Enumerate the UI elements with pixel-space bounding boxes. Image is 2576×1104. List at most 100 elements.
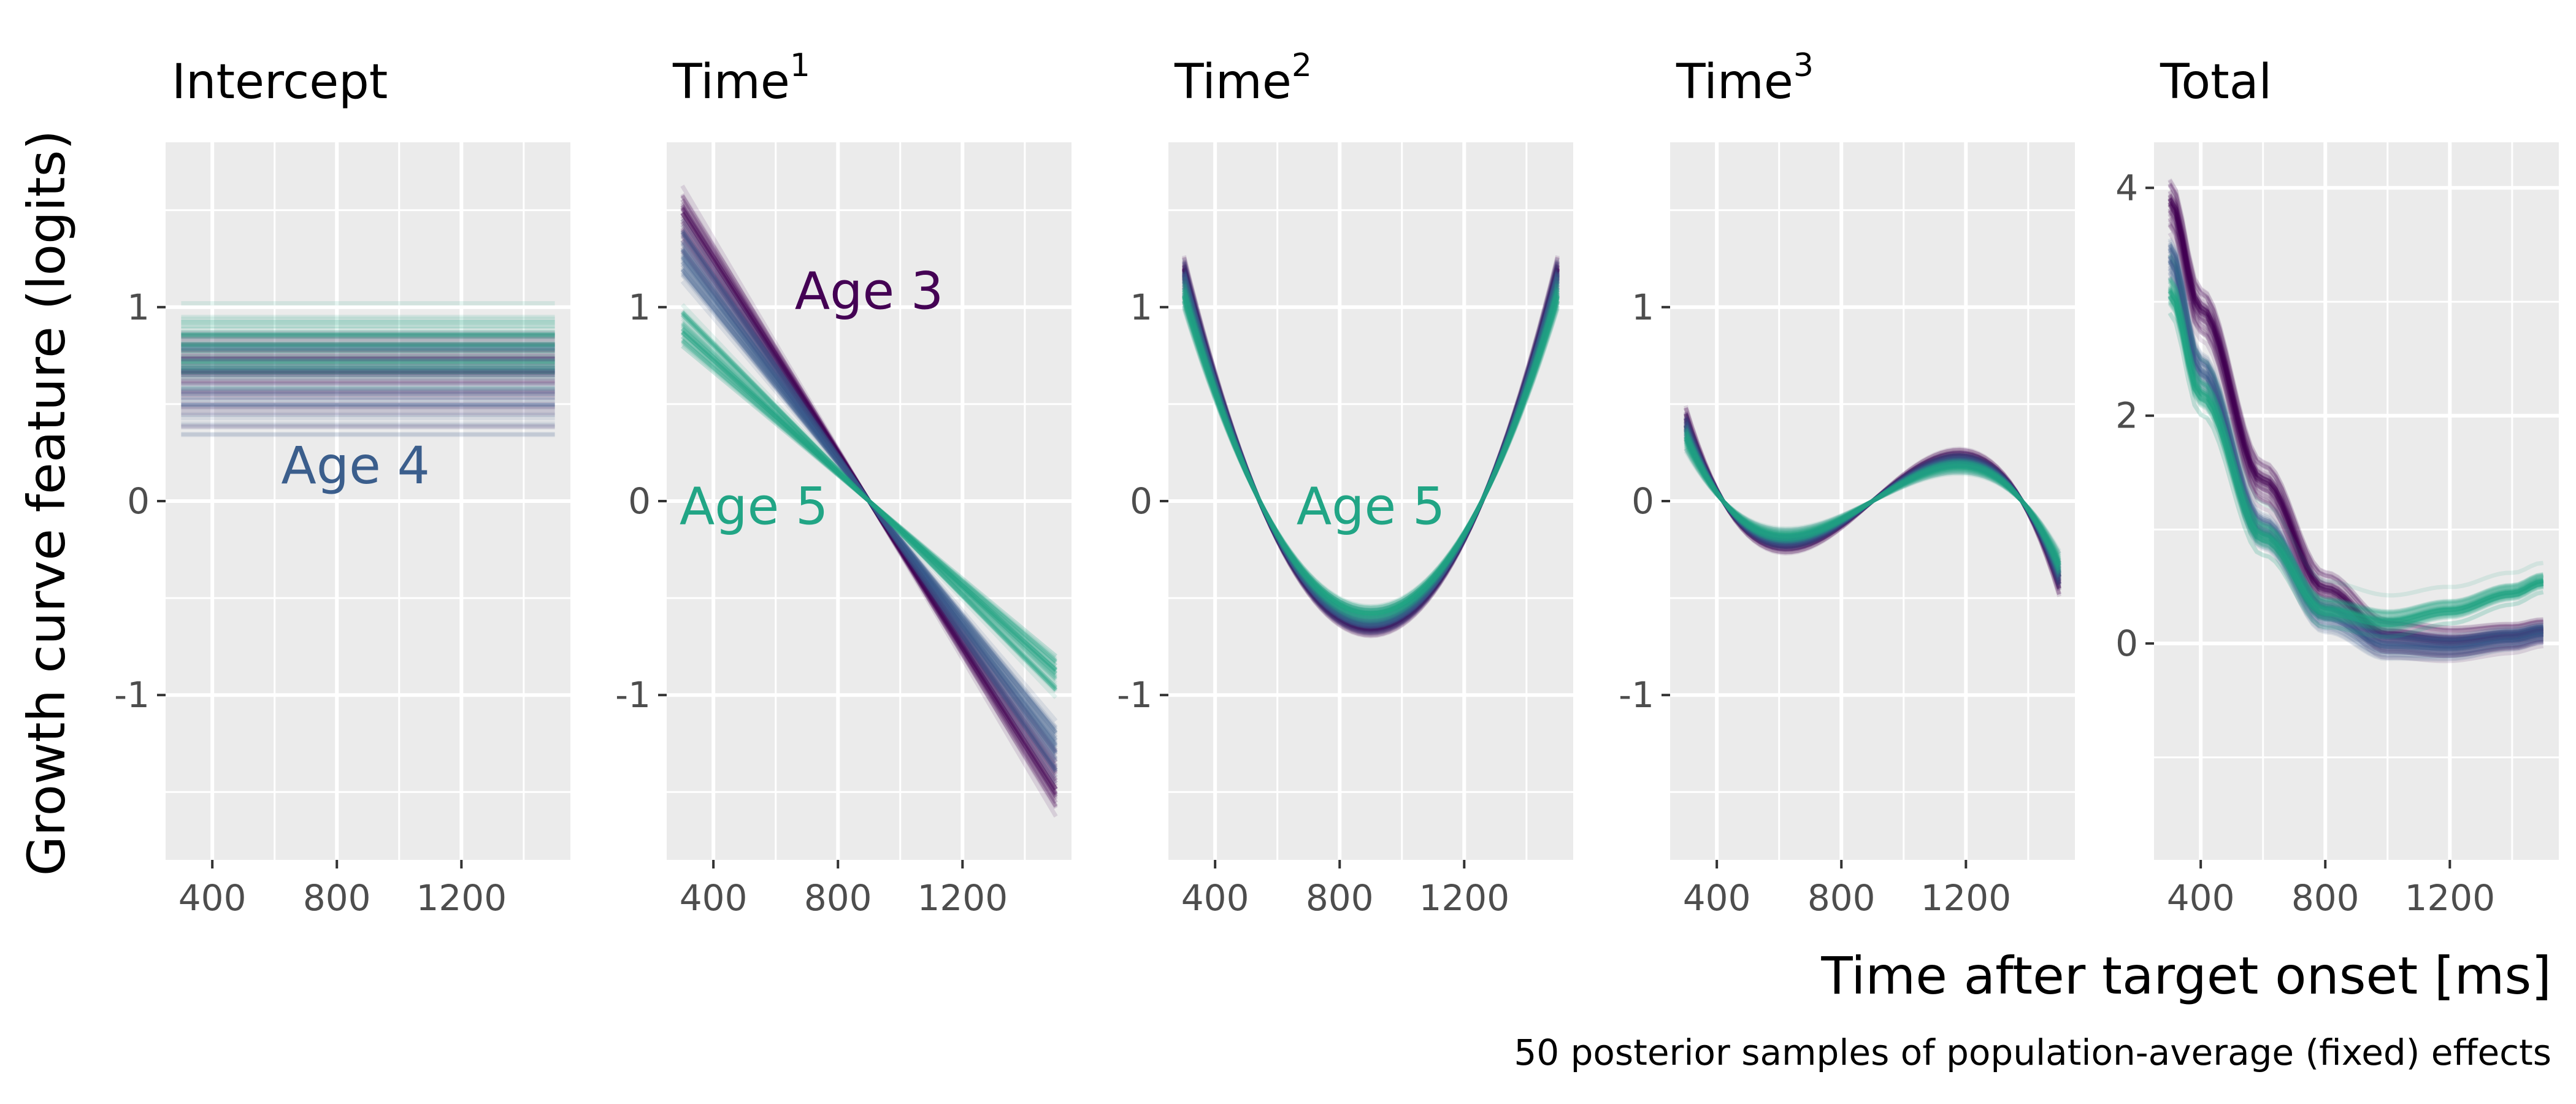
sample-line: [1684, 438, 2061, 564]
sample-line: [1182, 272, 1560, 629]
sample-line: [1182, 261, 1560, 635]
sample-line: [2168, 302, 2544, 632]
sample-line: [681, 339, 1057, 663]
sample-line: [681, 338, 1057, 664]
sample-line: [681, 332, 1057, 670]
sample-line: [2168, 250, 2543, 645]
sample-line: [2168, 277, 2544, 615]
sample-line: [2168, 194, 2543, 640]
sample-line: [2168, 247, 2543, 643]
sample-line: [681, 330, 1057, 672]
sample-line: [680, 212, 1058, 791]
sample-line: [1684, 424, 2061, 578]
sample-line: [2168, 290, 2544, 624]
sample-line: [2168, 247, 2543, 643]
sample-line: [1182, 267, 1560, 632]
x-tick-label: 1200: [2405, 877, 2496, 919]
sample-line: [1684, 421, 2061, 581]
sample-line: [2168, 289, 2544, 624]
sample-line: [1684, 429, 2061, 573]
sample-line: [681, 324, 1057, 678]
sample-line: [1684, 424, 2061, 578]
sample-line: [2168, 275, 2543, 661]
sample-line: [680, 226, 1058, 776]
sample-line: [1182, 274, 1560, 628]
series-age4: [2168, 237, 2544, 662]
sample-line: [680, 194, 1058, 808]
sample-line: [2168, 183, 2543, 634]
sample-line: [1182, 287, 1560, 621]
sample-line: [2168, 261, 2543, 653]
x-tick-label: 1200: [1921, 877, 2012, 919]
sample-line: [2168, 203, 2543, 646]
series-age4: [680, 218, 1058, 784]
sample-line: [680, 241, 1058, 761]
sample-line: [680, 204, 1058, 799]
sample-line: [681, 326, 1057, 676]
sample-line: [680, 246, 1058, 756]
sample-line: [1182, 264, 1560, 634]
sample-line: [1684, 415, 2061, 587]
sample-line: [680, 248, 1058, 754]
sample-line: [1182, 285, 1560, 622]
sample-line: [1684, 422, 2061, 580]
sample-line: [680, 271, 1058, 731]
series-age5: [680, 303, 1058, 699]
sample-line: [1684, 435, 2061, 567]
sample-line: [680, 206, 1058, 796]
sample-line: [1182, 270, 1560, 629]
sample-line: [2168, 296, 2544, 628]
sample-line: [2168, 285, 2544, 620]
sample-line: [1684, 415, 2061, 587]
sample-line: [680, 311, 1058, 691]
sample-line: [1182, 287, 1560, 620]
sample-line: [1182, 296, 1560, 616]
sample-line: [1182, 274, 1560, 628]
sample-line: [1684, 432, 2061, 570]
sample-line: [680, 263, 1058, 739]
sample-line: [1182, 275, 1560, 627]
sample-line: [1182, 270, 1560, 629]
sample-line: [2168, 197, 2543, 642]
sample-line: [1684, 440, 2061, 562]
sample-line: [680, 251, 1058, 751]
sample-line: [680, 239, 1058, 764]
sample-line: [1182, 276, 1560, 626]
sample-line: [680, 214, 1058, 788]
sample-line: [2168, 190, 2543, 637]
sample-line: [1684, 416, 2061, 586]
sample-line: [680, 313, 1058, 689]
sample-line: [680, 233, 1058, 769]
sample-line: [1182, 296, 1560, 615]
sample-line: [1182, 300, 1560, 613]
sample-line: [2168, 256, 2543, 649]
sample-line: [1684, 420, 2061, 582]
sample-line: [680, 270, 1058, 732]
sample-line: [1684, 405, 2061, 597]
sample-line: [1182, 276, 1560, 627]
y-tick-label: 2: [2115, 395, 2138, 437]
sample-line: [680, 233, 1058, 769]
sample-line: [1182, 278, 1560, 625]
sample-line: [1684, 424, 2061, 578]
sample-line: [2168, 295, 2544, 627]
sample-line: [1182, 275, 1560, 627]
sample-line: [1182, 277, 1560, 626]
sample-line: [1182, 295, 1560, 616]
sample-line: [2168, 259, 2543, 651]
sample-line: [1182, 281, 1560, 624]
sample-line: [2168, 201, 2543, 644]
sample-line: [2168, 267, 2543, 656]
sample-line: [2168, 294, 2544, 627]
sample-line: [1684, 435, 2061, 567]
sample-line: [2168, 193, 2543, 639]
sample-line: [1684, 420, 2061, 583]
sample-line: [2168, 293, 2544, 626]
sample-line: [2168, 253, 2544, 598]
sample-line: [2168, 239, 2543, 638]
panel-title-superscript: 3: [1793, 47, 1814, 84]
sample-line: [1684, 421, 2061, 581]
sample-line: [2168, 295, 2544, 627]
sample-line: [2168, 210, 2543, 650]
sample-line: [2168, 295, 2544, 627]
